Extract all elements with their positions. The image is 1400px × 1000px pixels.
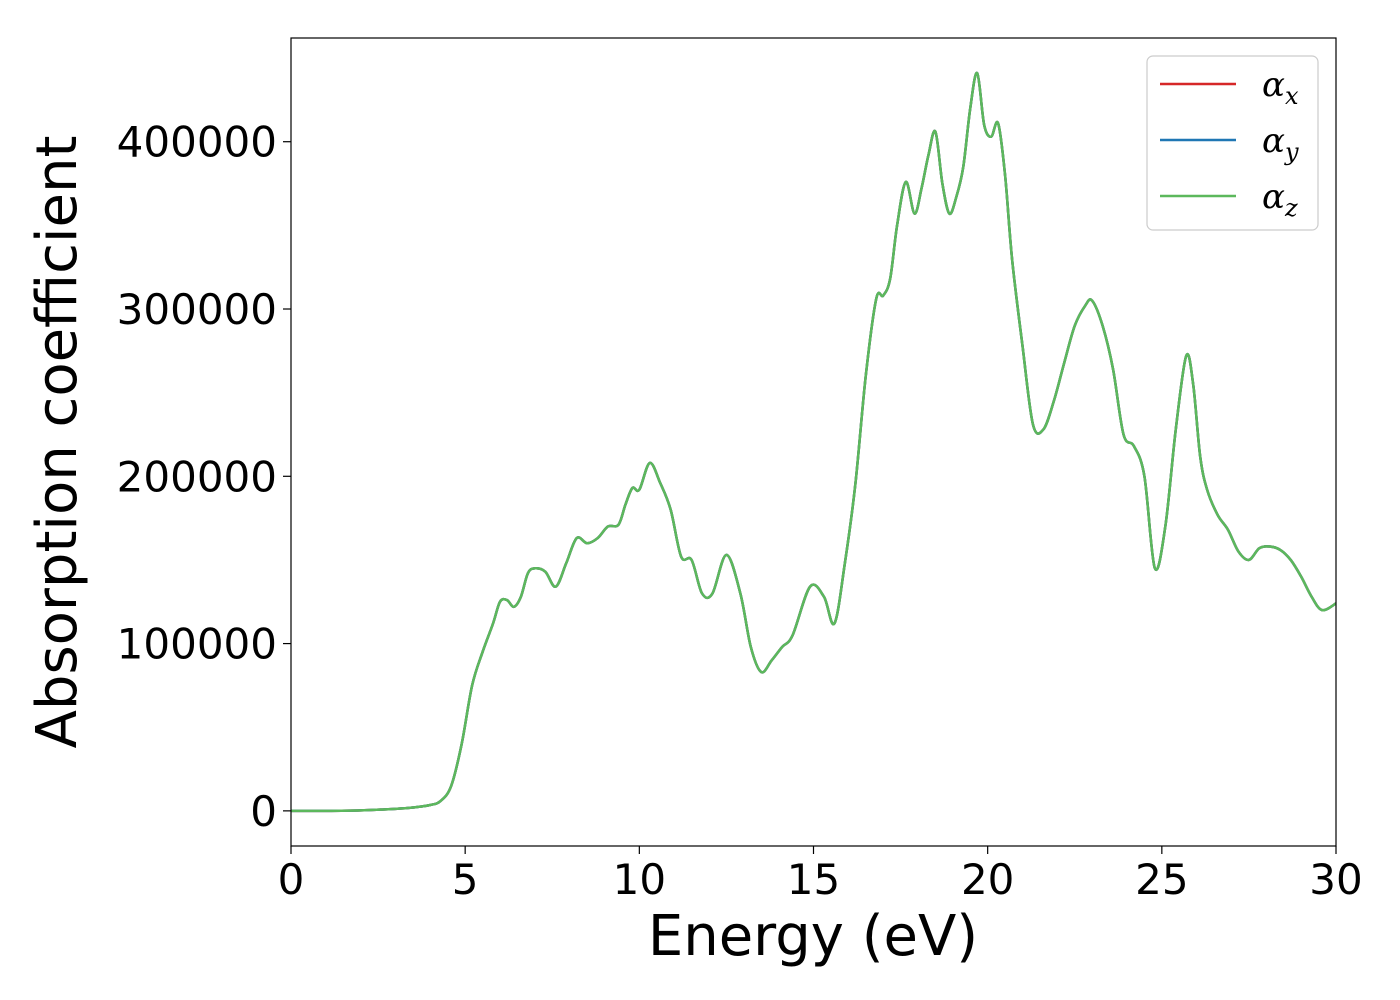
legend: αx αy αz — [1146, 55, 1319, 231]
x-tick-label: 20 — [961, 855, 1014, 904]
y-tick-label: 100000 — [117, 620, 277, 669]
x-tick-label: 15 — [787, 855, 840, 904]
series-layer — [290, 71, 1337, 813]
x-tick-label: 0 — [278, 855, 305, 904]
x-tick-label: 30 — [1309, 855, 1362, 904]
x-tick-label: 5 — [452, 855, 479, 904]
x-tick-label: 10 — [613, 855, 666, 904]
y-tick-label: 300000 — [117, 285, 277, 334]
legend-label-z: αz — [1262, 177, 1298, 222]
y-axis: 0 100000 200000 300000 400000 — [117, 118, 291, 836]
y-tick-label: 0 — [250, 787, 277, 836]
y-axis-title: Absorption coefficient — [25, 136, 90, 749]
x-tick-label: 25 — [1135, 855, 1188, 904]
legend-label-x: αx — [1262, 65, 1299, 110]
legend-label-y: αy — [1262, 121, 1299, 166]
x-axis: 0 5 10 15 20 25 30 — [278, 846, 1363, 904]
x-axis-title: Energy (eV) — [648, 904, 978, 969]
series-line-alpha-z — [290, 71, 1337, 813]
legend-box — [1146, 55, 1319, 231]
y-tick-label: 400000 — [117, 118, 277, 167]
y-tick-label: 200000 — [117, 452, 277, 501]
